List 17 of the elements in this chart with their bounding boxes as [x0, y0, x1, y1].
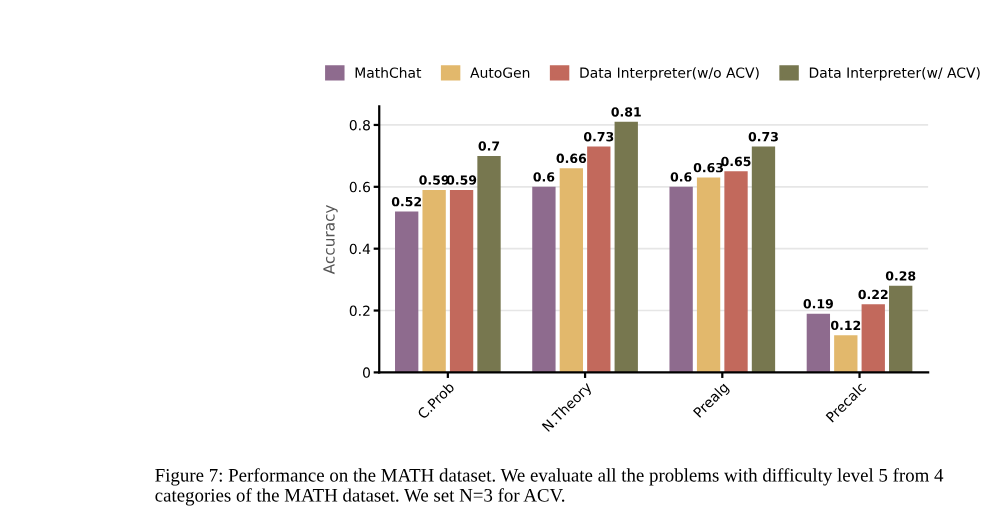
bar — [806, 313, 831, 373]
bar — [587, 146, 611, 373]
bar — [889, 285, 913, 373]
bar — [834, 335, 858, 373]
bar — [422, 189, 446, 373]
bar — [614, 121, 638, 373]
bar — [559, 168, 584, 373]
bar — [696, 177, 721, 373]
bar — [395, 211, 419, 373]
bar — [669, 186, 693, 373]
bar — [861, 304, 885, 373]
bar — [724, 171, 748, 373]
caption: Figure 7: Performance on the MATH dataset. We evaluate all the problems with difficulty level 5 from 4 categories of the MATH dataset. We set N=3 for ACV. — [155, 468, 944, 506]
bar — [477, 155, 501, 373]
bar — [449, 189, 474, 373]
bar — [751, 146, 776, 373]
bar — [532, 186, 556, 373]
